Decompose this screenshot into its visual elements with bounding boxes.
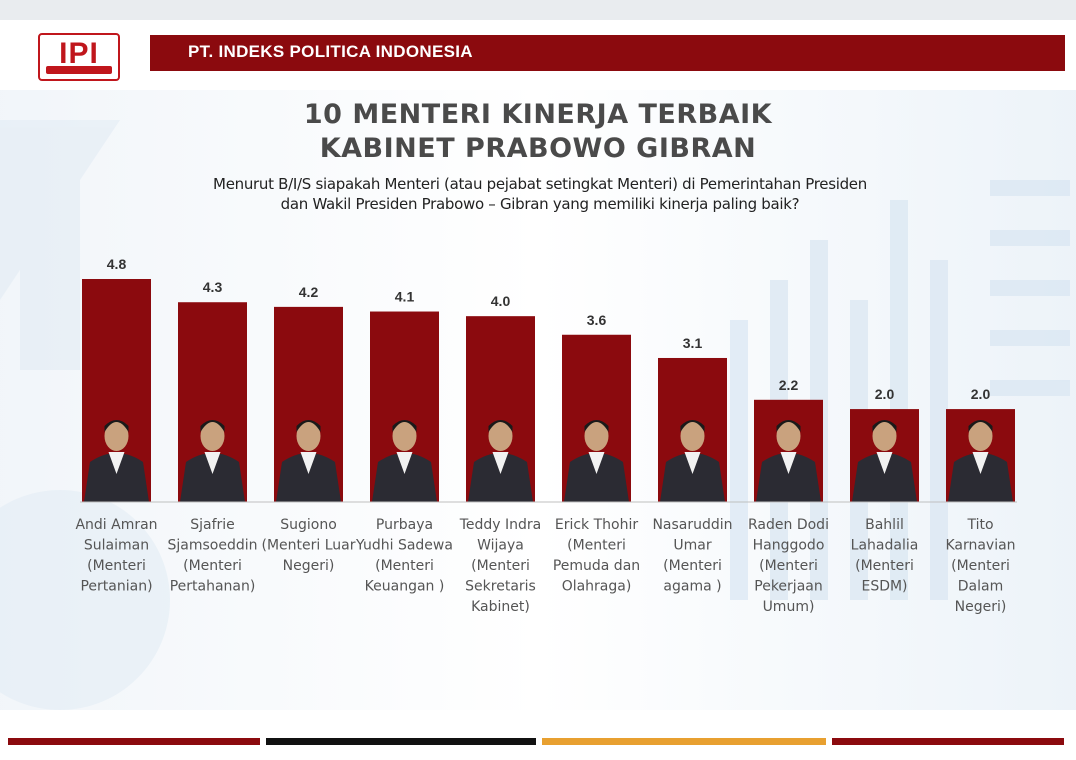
minister-photo-9 — [852, 420, 917, 502]
minister-photo-3 — [276, 420, 341, 502]
minister-photo-10 — [948, 420, 1013, 502]
value-label-9: 2.0 — [875, 386, 895, 402]
footer-bar-1 — [8, 738, 260, 745]
category-label-2: Sjafrie Sjamsoeddin (Menteri Pertahanan) — [167, 517, 257, 595]
category-label-7: Nasaruddin Umar (Menteri agama ) — [652, 517, 732, 595]
survey-question-line2: dan Wakil Presiden Prabowo – Gibran yang… — [280, 195, 800, 213]
survey-question: Menurut B/I/S siapakah Menteri (atau pej… — [140, 174, 940, 214]
survey-question-line1: Menurut B/I/S siapakah Menteri (atau pej… — [213, 175, 867, 193]
logo-text: IPI — [59, 37, 99, 70]
category-label-6: Erick Thohir (Menteri Pemuda dan Olahraga) — [553, 517, 640, 595]
value-label-7: 3.1 — [683, 335, 703, 351]
category-label-1: Andi Amran Sulaiman (Menteri Pertanian) — [75, 517, 157, 595]
category-label-4: Purbaya Yudhi Sadewa (Menteri Keuangan ) — [355, 517, 453, 595]
value-label-3: 4.2 — [299, 284, 319, 300]
minister-photo-8 — [756, 420, 821, 502]
minister-photo-2 — [180, 420, 245, 502]
minister-photo-6 — [564, 420, 629, 502]
company-name: PT. INDEKS POLITICA INDONESIA — [188, 42, 473, 61]
category-label-5: Teddy Indra Wijaya (Menteri Sekretaris Kabin… — [459, 517, 542, 615]
footer-bar-2 — [266, 738, 536, 745]
header-band — [150, 35, 1065, 71]
minister-photo-7 — [660, 420, 725, 502]
value-label-5: 4.0 — [491, 293, 511, 309]
minister-photo-5 — [468, 420, 533, 502]
top-strip — [0, 0, 1076, 20]
footer-bar-3 — [542, 738, 826, 745]
value-label-1: 4.8 — [107, 256, 127, 272]
value-label-10: 2.0 — [971, 386, 991, 402]
category-label-9: Bahlil Lahadalia (Menteri ESDM) — [851, 517, 919, 595]
minister-photo-4 — [372, 420, 437, 502]
logo-bar — [46, 66, 112, 74]
value-label-6: 3.6 — [587, 312, 607, 328]
category-label-8: Raden Dodi Hanggodo (Menteri Pekerjaan Umum) — [748, 517, 829, 615]
minister-photo-1 — [84, 420, 149, 502]
value-label-2: 4.3 — [203, 279, 223, 295]
chart-title-line2: KABINET PRABOWO GIBRAN — [319, 133, 757, 164]
category-label-3: Sugiono (Menteri Luar Negeri) — [262, 517, 356, 574]
ipi-logo: IPI — [38, 33, 120, 81]
value-label-4: 4.1 — [395, 289, 415, 305]
chart-title-line1: 10 MENTERI KINERJA TERBAIK — [303, 99, 773, 130]
value-label-8: 2.2 — [779, 377, 799, 393]
footer-bar-4 — [832, 738, 1064, 745]
category-label-10: Tito Karnavian (Menteri Dalam Negeri) — [945, 517, 1015, 615]
